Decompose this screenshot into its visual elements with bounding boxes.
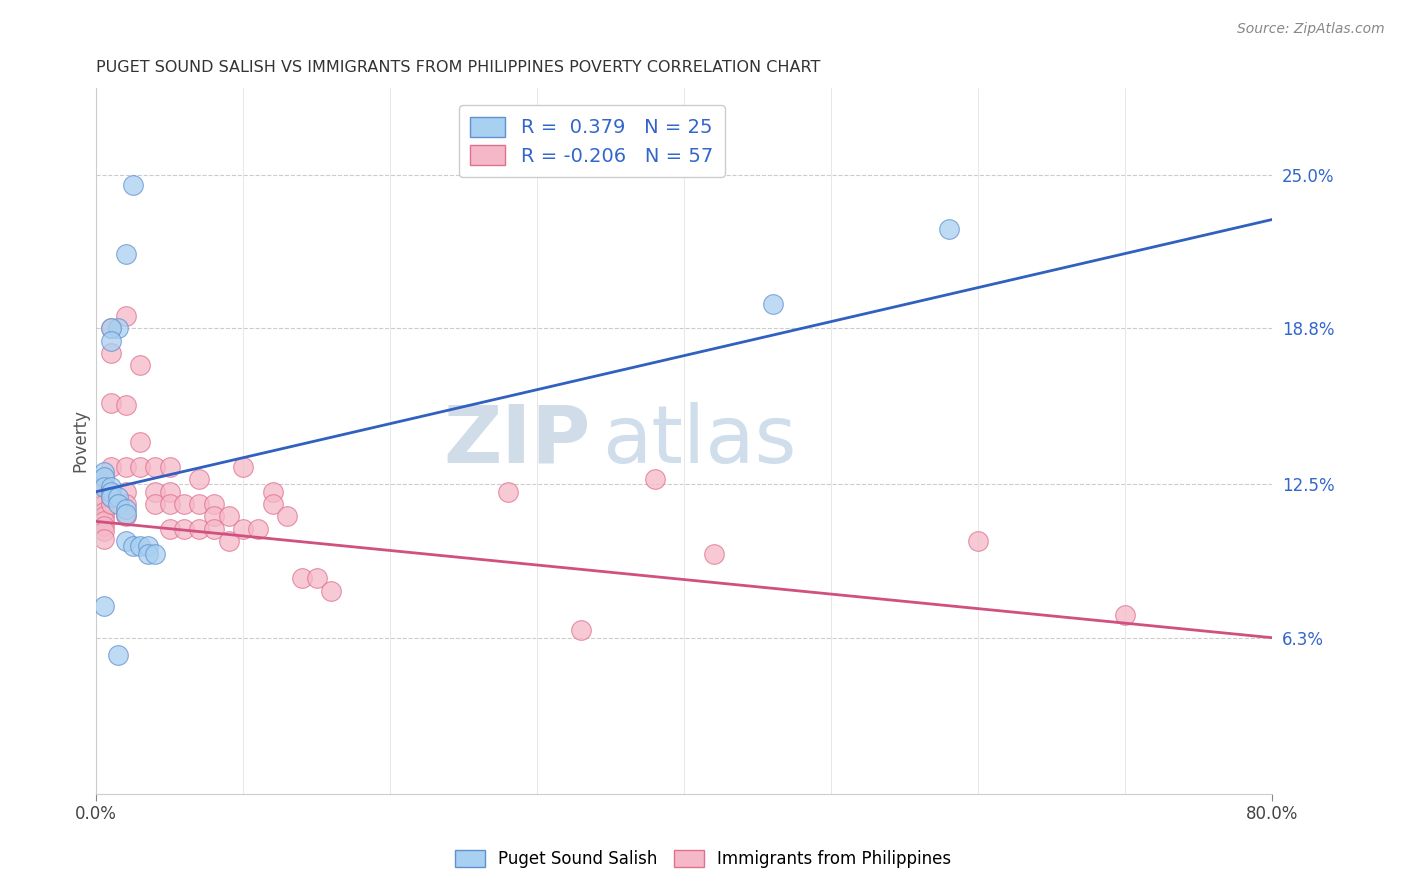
Point [246,522,269,536]
Point [188,497,211,511]
Point [93,480,115,494]
Point [232,459,254,474]
Point [173,497,195,511]
Point [93,515,115,529]
Point [107,321,129,335]
Legend: Puget Sound Salish, Immigrants from Philippines: Puget Sound Salish, Immigrants from Phil… [449,843,957,875]
Point [93,480,115,494]
Point [100,321,122,335]
Point [93,497,115,511]
Point [122,539,145,553]
Point [173,522,195,536]
Point [122,178,145,192]
Point [93,470,115,484]
Point [114,534,136,549]
Point [1114,608,1136,623]
Y-axis label: Poverty: Poverty [72,409,89,473]
Point [305,571,328,585]
Point [938,222,960,236]
Point [100,395,122,409]
Point [218,534,240,549]
Point [143,484,166,499]
Point [100,490,122,504]
Point [93,504,115,518]
Point [114,398,136,412]
Point [143,547,166,561]
Point [114,309,136,323]
Point [129,539,152,553]
Point [93,465,115,479]
Point [321,583,343,598]
Point [100,484,122,499]
Point [93,472,115,486]
Point [93,532,115,546]
Point [93,490,115,504]
Point [107,648,129,662]
Point [129,459,152,474]
Point [100,334,122,348]
Point [136,539,159,553]
Point [761,296,783,310]
Point [188,472,211,486]
Point [569,624,592,638]
Point [93,509,115,524]
Point [159,459,181,474]
Point [93,519,115,533]
Point [496,484,519,499]
Point [188,522,211,536]
Point [114,497,136,511]
Point [100,459,122,474]
Text: ZIP: ZIP [443,402,591,480]
Point [93,524,115,539]
Point [107,497,129,511]
Point [202,509,225,524]
Point [262,484,284,499]
Point [143,459,166,474]
Point [100,497,122,511]
Point [218,509,240,524]
Point [129,435,152,450]
Point [262,497,284,511]
Point [136,547,159,561]
Text: Source: ZipAtlas.com: Source: ZipAtlas.com [1237,22,1385,37]
Point [276,509,298,524]
Point [291,571,314,585]
Text: atlas: atlas [602,402,796,480]
Text: PUGET SOUND SALISH VS IMMIGRANTS FROM PHILIPPINES POVERTY CORRELATION CHART: PUGET SOUND SALISH VS IMMIGRANTS FROM PH… [96,60,821,75]
Point [100,346,122,360]
Point [114,247,136,261]
Point [143,497,166,511]
Point [114,502,136,516]
Legend: R =  0.379   N = 25, R = -0.206   N = 57: R = 0.379 N = 25, R = -0.206 N = 57 [458,105,725,178]
Point [100,321,122,335]
Point [114,484,136,499]
Point [202,522,225,536]
Point [159,484,181,499]
Point [107,490,129,504]
Point [93,599,115,613]
Point [114,509,136,524]
Point [232,522,254,536]
Point [644,472,666,486]
Point [114,507,136,521]
Point [129,359,152,373]
Point [114,459,136,474]
Point [100,490,122,504]
Point [100,480,122,494]
Point [159,522,181,536]
Point [967,534,990,549]
Point [703,547,725,561]
Point [202,497,225,511]
Point [159,497,181,511]
